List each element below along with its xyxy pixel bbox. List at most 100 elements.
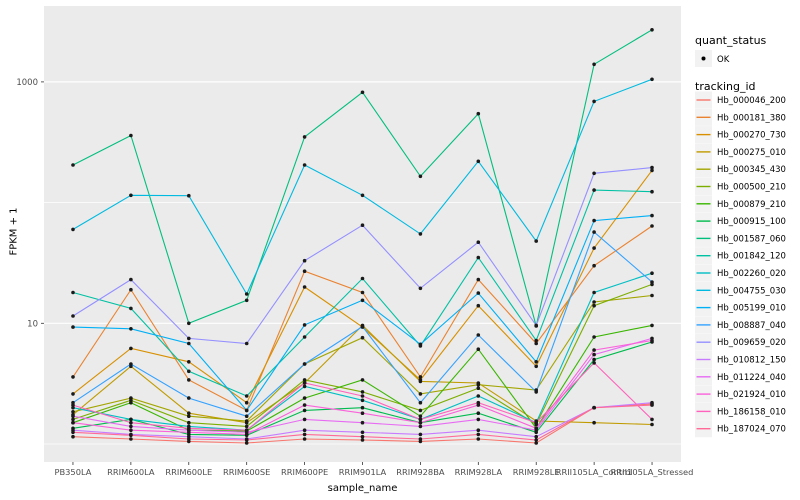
legend-label-Hb_000345_430: Hb_000345_430 — [717, 165, 786, 175]
data-point — [302, 384, 307, 389]
data-point — [129, 424, 133, 429]
data-point — [360, 434, 365, 439]
legend-label-Hb_000181_380: Hb_000181_380 — [717, 113, 786, 123]
data-point — [244, 428, 249, 433]
data-point — [71, 163, 75, 167]
data-point — [244, 424, 249, 429]
data-point — [476, 428, 481, 433]
data-point — [129, 193, 133, 198]
data-point — [476, 386, 481, 391]
data-point — [418, 414, 423, 419]
data-point — [360, 223, 365, 227]
data-point — [360, 430, 365, 435]
data-point — [187, 378, 191, 382]
data-point — [650, 422, 654, 427]
legend-title-quant-status: quant_status — [695, 34, 767, 47]
data-point — [71, 434, 75, 439]
data-point — [360, 193, 365, 198]
data-point — [244, 441, 249, 445]
data-point — [302, 258, 307, 263]
data-point — [129, 400, 133, 405]
data-point — [302, 135, 307, 139]
data-point — [650, 168, 654, 173]
data-point — [534, 364, 538, 369]
data-point — [360, 390, 365, 394]
data-point — [592, 218, 596, 223]
data-point — [476, 347, 481, 352]
data-point — [650, 293, 654, 298]
x-tick-label: PB350LA — [54, 467, 91, 477]
x-tick-label: RRIM600SE — [223, 467, 270, 477]
data-point — [650, 417, 654, 422]
data-point — [360, 324, 365, 329]
data-point — [418, 420, 423, 425]
data-point — [534, 338, 538, 343]
x-tick-label: RRIM600LA — [107, 467, 155, 477]
data-point — [360, 411, 365, 416]
data-point — [187, 430, 191, 435]
data-point — [302, 163, 307, 167]
data-point — [418, 375, 423, 379]
data-point — [534, 239, 538, 243]
data-point — [476, 291, 481, 295]
legend-label-Hb_000915_100: Hb_000915_100 — [717, 217, 786, 227]
data-point — [476, 382, 481, 387]
data-point — [360, 298, 365, 303]
data-point — [187, 426, 191, 431]
legend-label-Hb_000500_210: Hb_000500_210 — [717, 183, 786, 193]
data-point — [592, 171, 596, 176]
data-point — [71, 314, 75, 318]
data-point — [418, 392, 423, 396]
data-point — [650, 403, 654, 407]
data-point — [534, 323, 538, 328]
data-point — [244, 432, 249, 437]
data-point — [418, 400, 423, 405]
x-tick-label: RRIM901LA — [339, 467, 387, 477]
data-point — [418, 432, 423, 437]
data-point — [187, 336, 191, 341]
data-point — [476, 255, 481, 260]
data-point — [650, 323, 654, 328]
data-point — [534, 390, 538, 394]
data-point — [244, 341, 249, 346]
data-point — [592, 263, 596, 268]
data-point — [534, 441, 538, 445]
data-point — [129, 133, 133, 138]
data-point — [418, 232, 423, 236]
data-point — [244, 438, 249, 442]
data-point — [71, 403, 75, 407]
data-point — [71, 405, 75, 410]
data-point — [360, 405, 365, 410]
data-point — [302, 428, 307, 433]
data-point — [418, 286, 423, 291]
data-point — [302, 378, 307, 382]
data-point — [187, 321, 191, 326]
data-point — [129, 327, 133, 331]
data-point — [592, 348, 596, 352]
data-point — [418, 408, 423, 413]
data-point — [244, 298, 249, 303]
legend-label-Hb_186158_010: Hb_186158_010 — [717, 407, 786, 417]
data-point — [650, 165, 654, 170]
legend-label-Hb_005199_010: Hb_005199_010 — [717, 304, 786, 314]
data-point — [360, 90, 365, 95]
data-point — [129, 433, 133, 438]
data-point — [302, 437, 307, 441]
legend-label-Hb_021924_010: Hb_021924_010 — [717, 390, 786, 400]
data-point — [129, 287, 133, 292]
data-point — [592, 62, 596, 67]
data-point — [244, 414, 249, 419]
data-point — [302, 408, 307, 413]
data-point — [302, 403, 307, 407]
data-point — [244, 394, 249, 398]
data-point — [302, 432, 307, 437]
data-point — [129, 277, 133, 282]
legend-label-Hb_187024_070: Hb_187024_070 — [717, 425, 786, 435]
data-point — [360, 290, 365, 295]
data-point — [418, 379, 423, 384]
data-point — [71, 430, 75, 435]
data-point — [360, 420, 365, 425]
data-point — [71, 375, 75, 379]
data-point — [650, 224, 654, 228]
data-point — [592, 420, 596, 425]
